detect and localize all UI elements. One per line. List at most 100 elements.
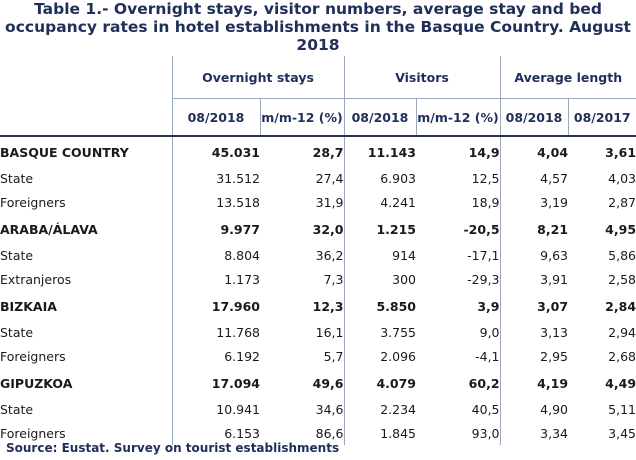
- cell-value: 2.234: [343, 398, 416, 422]
- col-stays-change: m/m-12 (%): [259, 98, 344, 136]
- data-table: Overnight stays Visitors Average length …: [0, 56, 636, 445]
- column-header-row: 08/2018 m/m-12 (%) 08/2018 m/m-12 (%) 08…: [0, 98, 636, 136]
- cell-value: 12,3: [312, 298, 344, 314]
- cell-value: 2,68: [608, 348, 636, 364]
- row-label: BIZKAIA: [0, 298, 57, 314]
- cell-value: 4,04: [499, 136, 569, 167]
- cell-value: 4,57: [499, 167, 569, 191]
- cell-value: -4,1: [475, 348, 500, 364]
- cell-value: 1.215: [343, 214, 416, 244]
- cell-value: 4,95: [605, 221, 636, 237]
- region-row: BASQUE COUNTRY 45.031 28,7 11.143 14,9 4,04 3,…: [0, 136, 636, 167]
- cell-value: 2,84: [605, 298, 636, 314]
- cell-value: 1.173: [171, 267, 260, 291]
- cell-value: 4.241: [343, 190, 416, 214]
- source-note: Source: Eustat. Survey on tourist establ…: [6, 441, 340, 455]
- cell-value: 3,13: [499, 321, 569, 345]
- cell-value: 914: [343, 244, 416, 268]
- row-label: State: [0, 402, 34, 418]
- col-visitors-period: 08/2018: [343, 98, 416, 136]
- table-row: State 10.941 34,6 2.234 40,5 4,90 5,11: [0, 398, 636, 422]
- table-row: Foreigners 13.518 31,9 4.241 18,9 3,19 2,87: [0, 190, 636, 214]
- cell-value: 11.768: [171, 321, 260, 345]
- region-row: GIPUZKOA 17.094 49,6 4.079 60,2 4,19 4,49: [0, 368, 636, 398]
- region-row: ARABA/ÁLAVA 9.977 32,0 1.215 -20,5 8,21 4,95: [0, 214, 636, 244]
- col-length-2018: 08/2018: [499, 98, 569, 136]
- cell-value: 27,4: [315, 171, 344, 187]
- cell-value: -29,3: [467, 271, 500, 287]
- row-label: State: [0, 171, 34, 187]
- cell-value: 49,6: [312, 375, 344, 391]
- cell-value: 4,03: [608, 171, 636, 187]
- cell-value: 2,58: [608, 271, 636, 287]
- cell-value: 45.031: [171, 136, 260, 167]
- cell-value: 5.850: [343, 291, 416, 321]
- cell-value: 31,9: [315, 194, 344, 210]
- table-row: State 31.512 27,4 6.903 12,5 4,57 4,03: [0, 167, 636, 191]
- row-label: GIPUZKOA: [0, 375, 73, 391]
- row-label: State: [0, 325, 34, 341]
- cell-value: 4,90: [499, 398, 569, 422]
- cell-value: 60,2: [468, 375, 500, 391]
- cell-value: 10.941: [171, 398, 260, 422]
- cell-value: 3,34: [499, 421, 569, 445]
- cell-value: 12,5: [471, 171, 500, 187]
- cell-value: 9,63: [499, 244, 569, 268]
- cell-value: 32,0: [312, 221, 344, 237]
- cell-value: -20,5: [463, 221, 500, 237]
- table-row: Foreigners 6.153 86,6 1.845 93,0 3,34 3,45: [0, 421, 636, 445]
- cell-value: 9,0: [479, 325, 500, 341]
- cell-value: 3,19: [499, 190, 569, 214]
- cell-value: 86,6: [315, 425, 344, 441]
- cell-value: 4.079: [343, 368, 416, 398]
- cell-value: 16,1: [315, 325, 344, 341]
- region-row: BIZKAIA 17.960 12,3 5.850 3,9 3,07 2,84: [0, 291, 636, 321]
- table-row: Extranjeros 1.173 7,3 300 -29,3 3,91 2,58: [0, 267, 636, 291]
- cell-value: 2,95: [499, 344, 569, 368]
- cell-value: 5,7: [323, 348, 344, 364]
- table-row: State 11.768 16,1 3.755 9,0 3,13 2,94: [0, 321, 636, 345]
- cell-value: 7,3: [323, 271, 344, 287]
- cell-value: 11.143: [343, 136, 416, 167]
- cell-value: 4,49: [605, 375, 636, 391]
- group-visitors: Visitors: [343, 56, 501, 99]
- cell-value: 3,61: [605, 144, 636, 160]
- group-average-length: Average length: [499, 56, 636, 99]
- cell-value: 2.096: [343, 344, 416, 368]
- title-line-3: 2018: [296, 36, 340, 54]
- cell-value: 28,7: [312, 144, 344, 160]
- row-label: State: [0, 248, 34, 264]
- row-label: Foreigners: [0, 348, 66, 364]
- cell-value: 300: [343, 267, 416, 291]
- cell-value: 3,9: [477, 298, 500, 314]
- row-label: Extranjeros: [0, 271, 72, 287]
- title-line-2: occupancy rates in hotel establishments …: [5, 18, 631, 36]
- cell-value: 3,07: [499, 291, 569, 321]
- cell-value: 2,87: [608, 194, 636, 210]
- row-label: Foreigners: [0, 194, 66, 210]
- table-row: Foreigners 6.192 5,7 2.096 -4,1 2,95 2,68: [0, 344, 636, 368]
- col-stays-period: 08/2018: [171, 98, 260, 136]
- cell-value: 5,86: [608, 248, 636, 264]
- table-body: BASQUE COUNTRY 45.031 28,7 11.143 14,9 4,04 3,…: [0, 136, 636, 445]
- cell-value: 18,9: [471, 194, 500, 210]
- cell-value: 6.903: [343, 167, 416, 191]
- cell-value: 3.755: [343, 321, 416, 345]
- cell-value: 6.192: [171, 344, 260, 368]
- header-blank: [0, 56, 172, 99]
- cell-value: 36,2: [315, 248, 344, 264]
- cell-value: -17,1: [467, 248, 500, 264]
- row-label: BASQUE COUNTRY: [0, 144, 129, 160]
- cell-value: 17.960: [171, 291, 260, 321]
- cell-value: 8.804: [171, 244, 260, 268]
- cell-value: 31.512: [171, 167, 260, 191]
- table-row: State 8.804 36,2 914 -17,1 9,63 5,86: [0, 244, 636, 268]
- cell-value: 5,11: [608, 402, 636, 418]
- cell-value: 1.845: [343, 421, 416, 445]
- cell-value: 14,9: [468, 144, 500, 160]
- group-header-row: Overnight stays Visitors Average length: [0, 56, 636, 99]
- cell-value: 34,6: [315, 402, 344, 418]
- cell-value: 40,5: [471, 402, 500, 418]
- cell-value: 6.153: [171, 421, 260, 445]
- cell-value: 3,91: [499, 267, 569, 291]
